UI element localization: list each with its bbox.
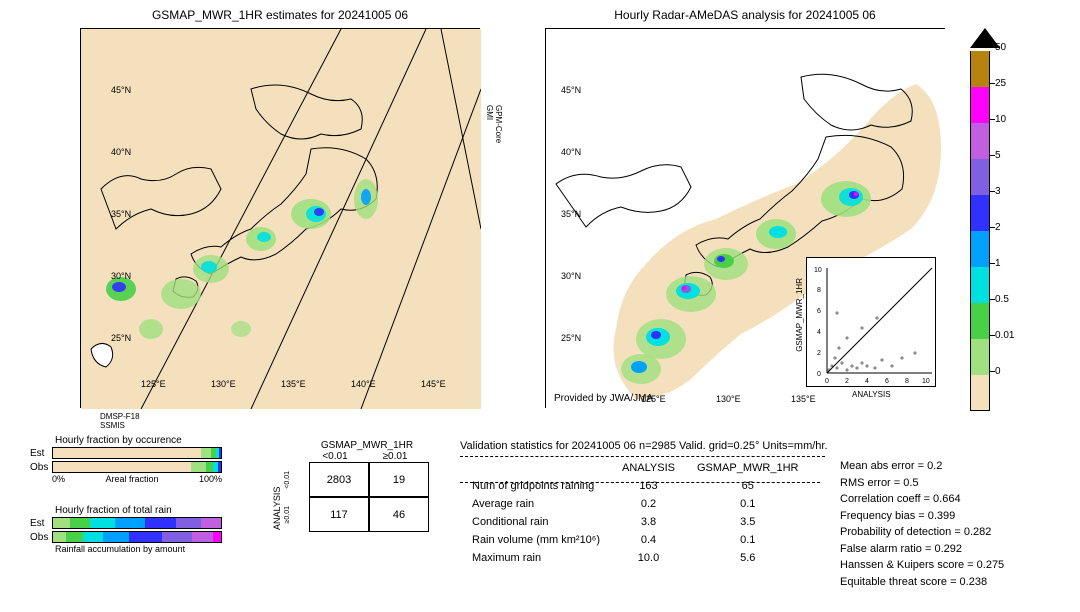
total-footer: Rainfall accumulation by amount (55, 544, 250, 554)
svg-text:0: 0 (825, 378, 829, 385)
ct-row-label: <0.01 (284, 471, 309, 489)
lon-tick: 130°E (211, 379, 236, 389)
svg-text:0: 0 (817, 371, 821, 378)
metric-line: Frequency bias = 0.399 (840, 508, 1004, 525)
provided-by: Provided by JWA/JMA (554, 393, 653, 404)
lat-tick: 25°N (111, 333, 131, 343)
svg-text:8: 8 (905, 378, 909, 385)
row-label: Est (30, 518, 52, 529)
colorbar-tick: 1 (995, 258, 1001, 269)
val-col-header: GSMAP_MWR_1HR (687, 460, 808, 476)
swath-annotation-bl: DMSP-F18 SSMIS (100, 412, 140, 430)
ct-row-header: ANALYSIS (270, 462, 284, 532)
ct-col: ≥0.01 (365, 451, 425, 462)
ct-cell: 19 (369, 462, 429, 497)
colorbar-tick: 0.01 (995, 330, 1014, 341)
lat-tick: 40°N (561, 147, 581, 157)
validation-table: ANALYSIS GSMAP_MWR_1HR Num of gridpoints… (460, 458, 810, 568)
metrics-list: Mean abs error = 0.2RMS error = 0.5Corre… (840, 458, 1004, 590)
lat-tick: 45°N (111, 85, 131, 95)
metric-line: Hanssen & Kuipers score = 0.275 (840, 557, 1004, 574)
colorbar-tick: 5 (995, 150, 1001, 161)
validation-row: Average rain0.20.1 (462, 496, 808, 512)
lat-tick: 30°N (561, 271, 581, 281)
lat-tick: 35°N (561, 209, 581, 219)
colorbar-tick: 50 (995, 42, 1006, 53)
left-map-svg (81, 29, 481, 409)
colorbar-tick: 25 (995, 78, 1006, 89)
lon-tick: 125°E (141, 379, 166, 389)
row-label: Est (30, 448, 52, 459)
x-center: Areal fraction (105, 474, 158, 484)
val-col-header: ANALYSIS (612, 460, 685, 476)
lat-tick: 40°N (111, 147, 131, 157)
validation-header: Validation statistics for 20241005 06 n=… (460, 440, 828, 452)
svg-text:8: 8 (817, 287, 821, 294)
scatter-ylabel: GSMAP_MWR_1HR (795, 278, 804, 352)
metric-line: RMS error = 0.5 (840, 475, 1004, 492)
lat-tick: 25°N (561, 333, 581, 343)
validation-row: Conditional rain3.83.5 (462, 514, 808, 530)
lat-tick: 45°N (561, 85, 581, 95)
validation-row: Maximum rain10.05.6 (462, 550, 808, 566)
ct-col: <0.01 (305, 451, 365, 462)
left-map: 45°N 40°N 35°N 30°N 25°N 125°E 130°E 135… (80, 28, 480, 408)
svg-text:6: 6 (885, 378, 889, 385)
right-map-title: Hourly Radar-AMeDAS analysis for 2024100… (545, 8, 945, 22)
lon-tick: 140°E (351, 379, 376, 389)
scatter-xlabel: ANALYSIS (852, 390, 891, 399)
colorbar-tick: 0.5 (995, 294, 1009, 305)
x-right: 100% (199, 474, 222, 484)
validation-section: Validation statistics for 20241005 06 n=… (460, 440, 828, 452)
left-map-title: GSMAP_MWR_1HR estimates for 20241005 06 (80, 8, 480, 22)
swath-annotation-tr: GPM-Core GMI (485, 105, 503, 143)
ct-cell: 46 (369, 497, 429, 532)
row-label: Obs (30, 462, 52, 473)
ct-row-label: ≥0.01 (284, 506, 309, 523)
metric-line: Mean abs error = 0.2 (840, 458, 1004, 475)
metric-line: Equitable threat score = 0.238 (840, 574, 1004, 591)
lon-tick: 130°E (716, 394, 741, 404)
hourly-occurrence-section: Hourly fraction by occurence Est Obs 0% … (30, 435, 250, 484)
total-title: Hourly fraction of total rain (55, 505, 250, 516)
svg-text:2: 2 (817, 350, 821, 357)
svg-text:10: 10 (922, 378, 930, 385)
lon-tick: 145°E (421, 379, 446, 389)
svg-text:10: 10 (814, 267, 822, 274)
colorbar-tick: 3 (995, 186, 1001, 197)
svg-text:6: 6 (817, 308, 821, 315)
validation-row: Rain volume (mm km²10⁶)0.40.1 (462, 532, 808, 548)
metric-line: False alarm ratio = 0.292 (840, 541, 1004, 558)
ct-cell: 2803 (309, 462, 369, 497)
ct-cell: 117 (309, 497, 369, 532)
scatter-inset: 0246810 0246810 GSMAP_MWR_1HR ANALYSIS (806, 257, 936, 387)
lon-tick: 135°E (791, 394, 816, 404)
svg-text:4: 4 (817, 329, 821, 336)
x-left: 0% (52, 474, 65, 484)
metric-line: Probability of detection = 0.282 (840, 524, 1004, 541)
metric-line: Correlation coeff = 0.664 (840, 491, 1004, 508)
colorbar-tick: 2 (995, 222, 1001, 233)
lat-tick: 35°N (111, 209, 131, 219)
contingency-table: GSMAP_MWR_1HR <0.01 ≥0.01 ANALYSIS <0.01… (270, 440, 429, 532)
colorbar-tick: 0 (995, 366, 1001, 377)
row-label: Obs (30, 532, 52, 543)
validation-row: Num of gridpoints raining16365 (462, 478, 808, 494)
lat-tick: 30°N (111, 271, 131, 281)
svg-text:2: 2 (845, 378, 849, 385)
ct-col-header: GSMAP_MWR_1HR (305, 440, 429, 451)
colorbar-tick: 10 (995, 114, 1006, 125)
colorbar: 50251053210.50.010 (970, 28, 1000, 411)
svg-text:4: 4 (865, 378, 869, 385)
occurrence-title: Hourly fraction by occurence (55, 435, 250, 446)
right-map: 45°N 40°N 35°N 30°N 25°N 125°E 130°E 135… (545, 28, 945, 408)
hourly-total-section: Hourly fraction of total rain Est Obs Ra… (30, 505, 250, 554)
lon-tick: 135°E (281, 379, 306, 389)
